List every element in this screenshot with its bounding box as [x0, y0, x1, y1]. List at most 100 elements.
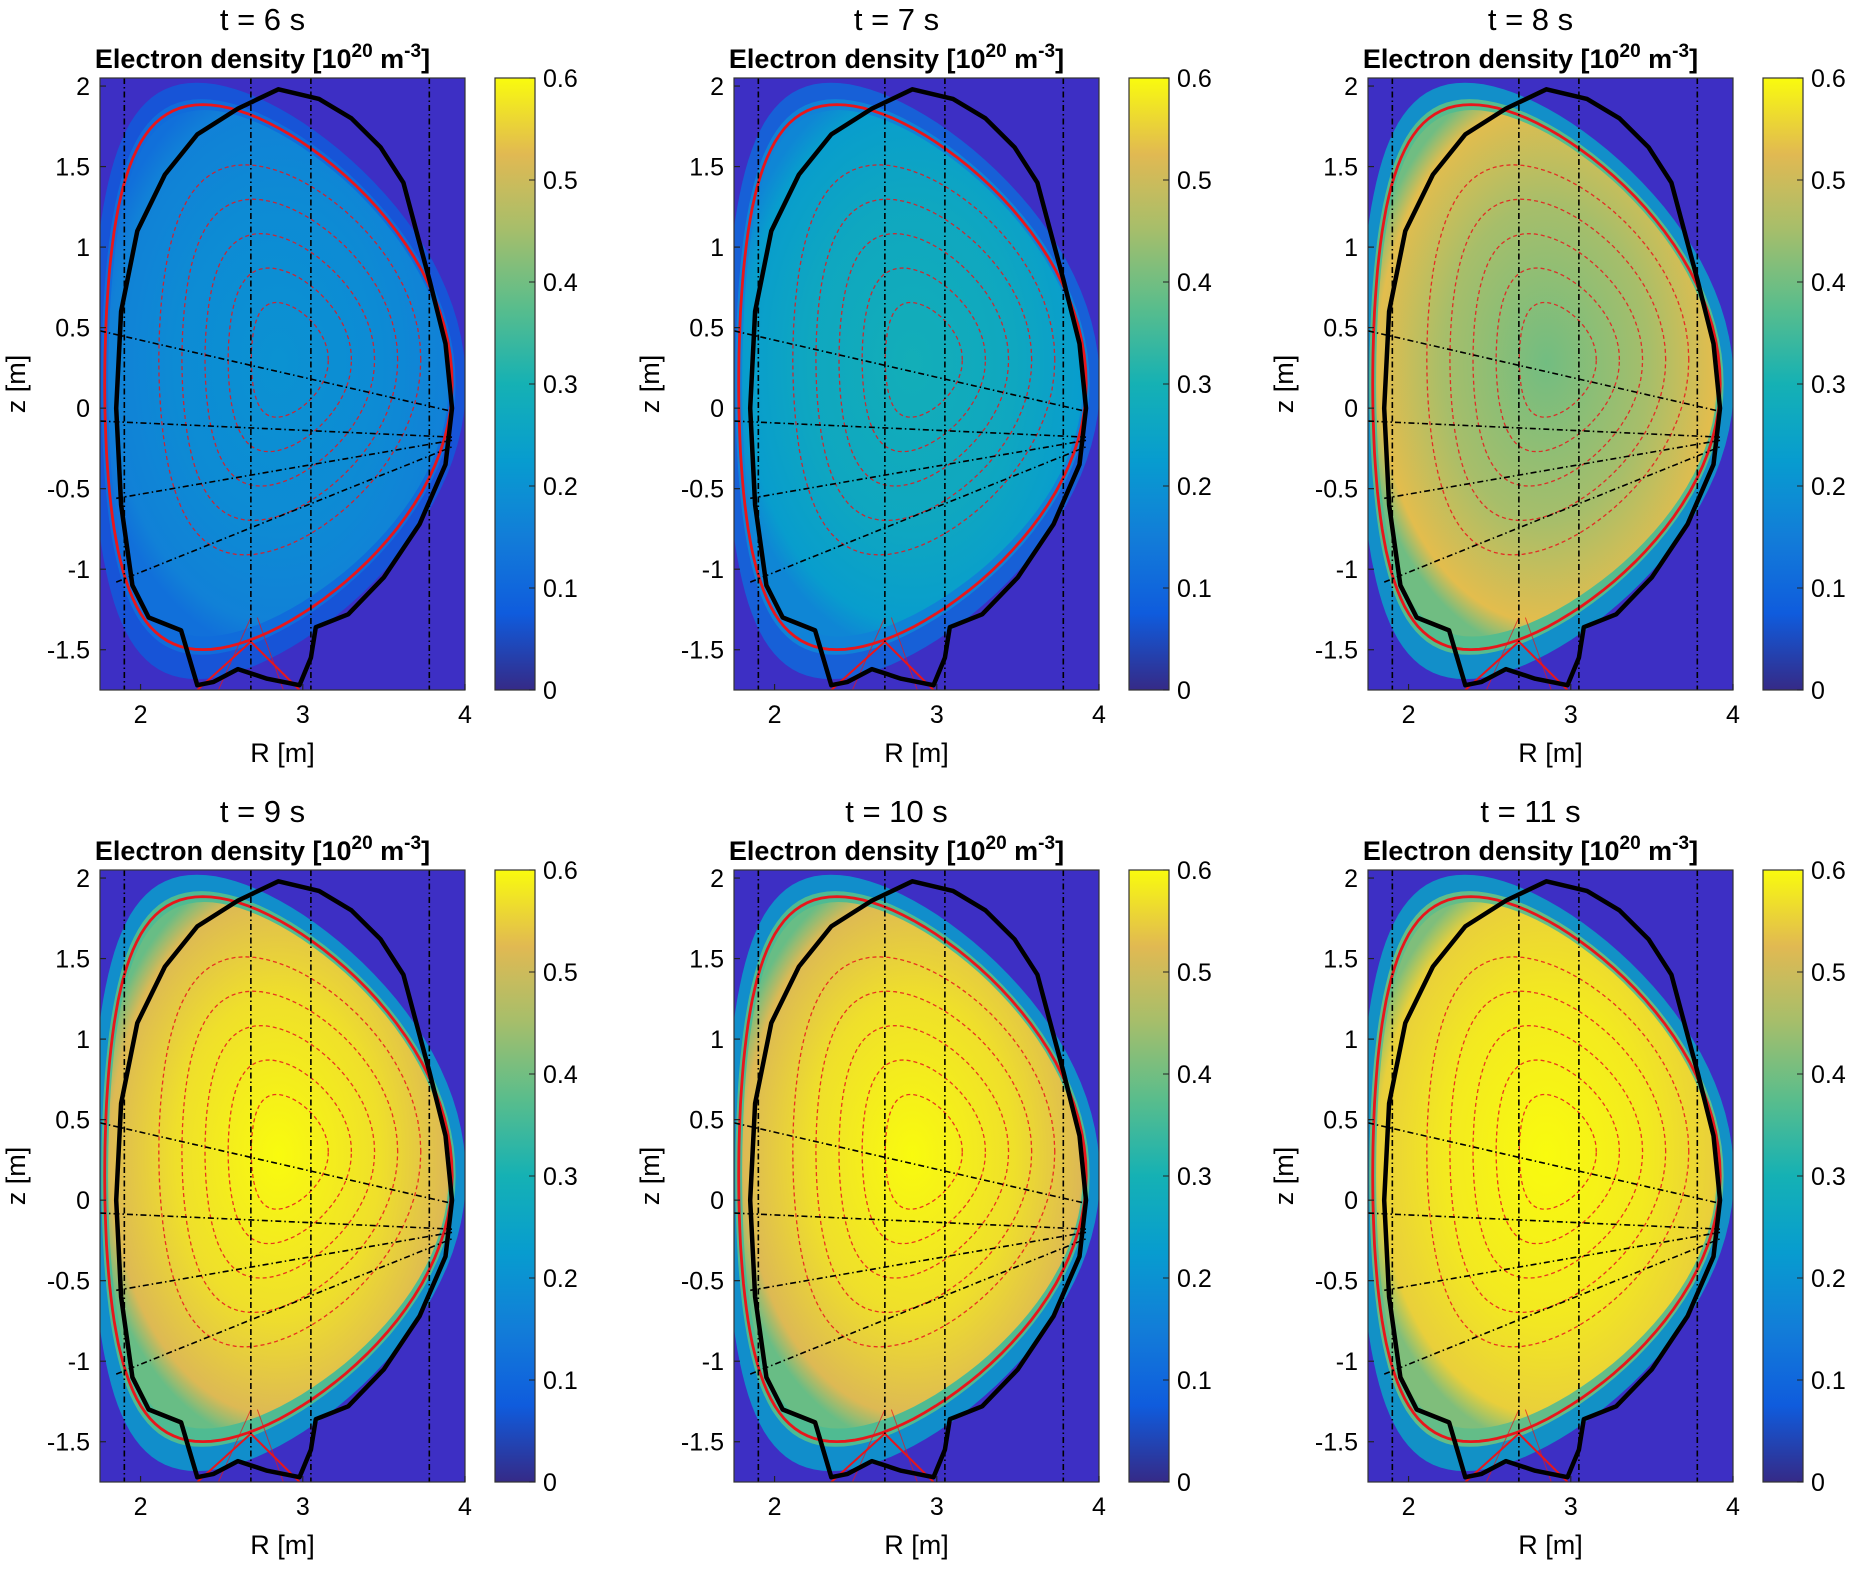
y-tick-label: 0.5 [1323, 1107, 1358, 1135]
y-tick-label: 0.5 [55, 1107, 90, 1135]
panel-4: 2 3 4 -1.5 -1 -0.5 0 0.5 1 1.5 2 R [m] z [m] t = 9 s E… [1, 794, 578, 1560]
axes-frame [99, 77, 466, 691]
y-tick-label: 1.5 [55, 154, 90, 182]
y-tick-label: 0 [1344, 395, 1358, 423]
y-tick-label: 1 [76, 234, 90, 262]
title-unit: m [1641, 44, 1673, 74]
y-axis-label: z [m] [635, 1147, 665, 1206]
colorbar-tick-label: 0.6 [1177, 857, 1212, 885]
y-tick-label: -1.5 [47, 1429, 90, 1457]
x-tick-label: 2 [134, 701, 148, 729]
plasma-core [742, 110, 1083, 637]
y-tick-label: 0.5 [689, 315, 724, 343]
colorbar [1762, 869, 1804, 1483]
y-tick-label: 0 [710, 395, 724, 423]
title-text: Electron density [10 [729, 836, 986, 866]
y-tick-label: -1.5 [1315, 1429, 1358, 1457]
colorbar-tick-label: 0.3 [543, 371, 578, 399]
axes-frame [733, 77, 1100, 691]
colorbar-tick-label: 0.6 [543, 857, 578, 885]
interferometer-chord-oblique [1384, 1231, 1721, 1292]
colorbar-tick-label: 0.4 [1811, 1061, 1846, 1089]
colorbar-tick-label: 0.4 [1177, 269, 1212, 297]
y-tick-label: 2 [1344, 865, 1358, 893]
plasma-core [108, 110, 449, 637]
title-unit-exponent: -3 [1038, 41, 1055, 62]
plasma-core [108, 902, 449, 1429]
interferometer-chord-oblique [1368, 1212, 1721, 1230]
y-axis-label: z [m] [1269, 355, 1299, 414]
vessel-wall [747, 87, 1089, 688]
flux-contour [1518, 1093, 1597, 1210]
colorbar-tick-label: 0.5 [543, 167, 578, 195]
flux-contour [204, 1024, 376, 1279]
plasma-core [742, 902, 1083, 1429]
y-axis-label: z [m] [1, 355, 31, 414]
y-tick-label: 1 [710, 234, 724, 262]
y-tick-label: -1.5 [681, 637, 724, 665]
y-tick-label: -1.5 [47, 637, 90, 665]
flux-contour [1449, 198, 1667, 522]
colorbar-tick-label: 0 [543, 1469, 557, 1497]
title-close: ] [421, 44, 430, 74]
plot-area [100, 870, 465, 1482]
colorbar-tick-label: 0.3 [1811, 1163, 1846, 1191]
title-exponent: 20 [352, 833, 373, 854]
colorbar-tick-label: 0.1 [1177, 1367, 1212, 1395]
interferometer-chord-oblique [1368, 1122, 1721, 1205]
title-unit: m [373, 44, 405, 74]
colorbar-tick-label: 0.1 [543, 1367, 578, 1395]
colorbar-tick-label: 0.2 [543, 473, 578, 501]
y-tick-label: 0 [710, 1187, 724, 1215]
flux-contour [181, 198, 399, 522]
plot-title: Electron density [1020 m-3] [95, 41, 430, 74]
y-tick-label: -1 [1336, 556, 1358, 584]
y-axis-label: z [m] [1, 1147, 31, 1206]
colorbar-tick-label: 0.3 [1177, 371, 1212, 399]
title-text: Electron density [10 [95, 44, 352, 74]
flux-contour [158, 164, 422, 556]
title-exponent: 20 [352, 41, 373, 62]
title-unit: m [373, 836, 405, 866]
x-axis-label: R [m] [884, 1530, 949, 1560]
y-tick-label: -0.5 [681, 1268, 724, 1296]
x-tick-label: 3 [296, 1493, 310, 1521]
colorbar-tick-label: 0.6 [1811, 857, 1846, 885]
y-tick-label: 2 [76, 865, 90, 893]
title-close: ] [1689, 836, 1698, 866]
flux-contour [1472, 1024, 1644, 1279]
flux-contour [250, 1093, 329, 1210]
y-axis-label: z [m] [635, 355, 665, 414]
flux-contour [1472, 232, 1644, 487]
colorbar-tick-label: 0.3 [1811, 371, 1846, 399]
flux-contour [815, 990, 1033, 1314]
flux-contour [815, 198, 1033, 522]
colorbar-tick-label: 0.2 [1811, 1265, 1846, 1293]
colorbar-tick-label: 0.3 [1177, 1163, 1212, 1191]
y-tick-label: 2 [1344, 73, 1358, 101]
interferometer-chord-oblique [734, 420, 1087, 438]
time-title: t = 8 s [1488, 2, 1573, 37]
title-unit: m [1641, 836, 1673, 866]
x-tick-label: 3 [296, 701, 310, 729]
colorbar-tick-label: 0.4 [543, 269, 578, 297]
y-tick-label: 0.5 [1323, 315, 1358, 343]
y-tick-label: 1 [710, 1026, 724, 1054]
x-tick-label: 2 [1402, 1493, 1416, 1521]
title-unit: m [1007, 836, 1039, 866]
flux-contour [1495, 267, 1621, 453]
panel-5: 2 3 4 -1.5 -1 -0.5 0 0.5 1 1.5 2 R [m] z [m] t = 10 s… [635, 794, 1212, 1560]
y-tick-label: 0.5 [689, 1107, 724, 1135]
flux-contour [838, 1024, 1010, 1279]
flux-contour [1426, 956, 1690, 1348]
title-close: ] [1055, 836, 1064, 866]
plasma-core [1376, 110, 1717, 637]
interferometer-chord-oblique [116, 1231, 453, 1292]
flux-contour [1495, 1059, 1621, 1245]
title-close: ] [1055, 44, 1064, 74]
y-tick-label: 1.5 [689, 154, 724, 182]
colorbar-tick-label: 0.4 [543, 1061, 578, 1089]
colorbar-tick-label: 0 [543, 677, 557, 705]
x-tick-label: 4 [1726, 1493, 1740, 1521]
colorbar-tick-label: 0 [1811, 677, 1825, 705]
